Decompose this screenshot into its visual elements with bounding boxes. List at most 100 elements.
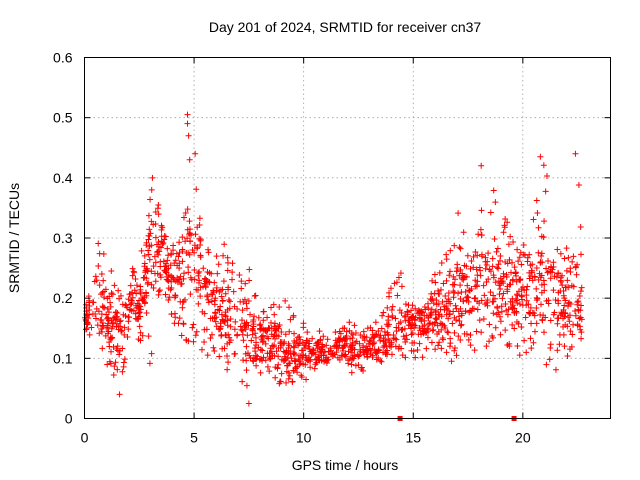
data-point — [551, 309, 558, 316]
data-point — [205, 246, 212, 253]
data-point — [276, 303, 283, 310]
data-point — [539, 316, 546, 323]
data-point — [461, 262, 468, 269]
data-point — [264, 363, 271, 370]
data-point — [557, 277, 564, 284]
data-point — [92, 273, 99, 280]
data-point — [109, 291, 116, 298]
data-point — [253, 362, 260, 369]
data-point — [320, 349, 327, 356]
data-point — [562, 297, 569, 304]
data-point — [465, 336, 472, 343]
data-point — [93, 315, 100, 322]
data-point — [456, 244, 463, 251]
data-point — [556, 331, 563, 338]
data-point — [96, 282, 103, 289]
data-point — [127, 301, 134, 308]
data-point — [290, 367, 297, 374]
data-point — [152, 234, 159, 241]
data-point — [373, 356, 380, 363]
data-point — [527, 310, 534, 317]
data-point — [243, 319, 250, 326]
data-point — [451, 289, 458, 296]
data-point — [298, 347, 305, 354]
data-point — [372, 319, 379, 326]
y-tick-label: 0.2 — [53, 290, 73, 306]
data-point — [287, 360, 294, 367]
data-point — [248, 337, 255, 344]
data-point — [185, 264, 192, 271]
data-point — [107, 303, 114, 310]
data-point — [224, 317, 231, 324]
data-point — [445, 307, 452, 314]
data-point — [431, 271, 438, 278]
data-point — [132, 302, 139, 309]
data-point — [518, 324, 525, 331]
data-point — [500, 290, 507, 297]
data-point — [519, 284, 526, 291]
data-point — [86, 331, 93, 338]
data-point — [358, 364, 365, 371]
data-point — [178, 332, 185, 339]
data-point — [309, 335, 316, 342]
data-point — [491, 295, 498, 302]
data-point — [445, 289, 452, 296]
data-point — [176, 249, 183, 256]
data-point — [497, 331, 504, 338]
data-point — [307, 348, 314, 355]
data-point — [238, 285, 245, 292]
data-point — [99, 345, 106, 352]
data-point — [339, 325, 346, 332]
data-point — [229, 269, 236, 276]
data-point — [554, 347, 561, 354]
data-point — [424, 334, 431, 341]
data-point — [136, 323, 143, 330]
data-point — [437, 286, 444, 293]
data-point — [365, 340, 372, 347]
data-point — [544, 269, 551, 276]
data-point — [213, 253, 220, 260]
data-point — [157, 244, 164, 251]
data-point — [163, 276, 170, 283]
data-point — [497, 257, 504, 264]
data-point — [423, 345, 430, 352]
data-point — [363, 348, 370, 355]
data-point — [416, 315, 423, 322]
data-point — [95, 262, 102, 269]
data-point — [478, 329, 485, 336]
data-point — [557, 287, 564, 294]
data-point — [433, 316, 440, 323]
data-point — [496, 291, 503, 298]
data-point — [547, 341, 554, 348]
data-point — [106, 293, 113, 300]
data-point — [443, 302, 450, 309]
data-point — [428, 339, 435, 346]
data-point — [155, 291, 162, 298]
data-point — [526, 310, 533, 317]
data-point — [318, 352, 325, 359]
data-point — [290, 350, 297, 357]
data-point — [509, 321, 516, 328]
data-point — [531, 274, 538, 281]
data-point — [172, 257, 179, 264]
data-point — [342, 351, 349, 358]
data-point — [315, 354, 322, 361]
data-point — [341, 337, 348, 344]
data-point — [194, 245, 201, 252]
data-point — [527, 262, 534, 269]
data-point — [336, 356, 343, 363]
data-point — [307, 356, 314, 363]
data-point — [489, 255, 496, 262]
data-point — [148, 281, 155, 288]
data-point — [99, 303, 106, 310]
data-point — [114, 310, 121, 317]
data-point — [396, 307, 403, 314]
data-point — [93, 277, 100, 284]
data-point — [574, 261, 581, 268]
data-point — [295, 342, 302, 349]
data-point — [377, 357, 384, 364]
data-point — [473, 283, 480, 290]
data-point — [104, 324, 111, 331]
data-point — [349, 352, 356, 359]
data-point — [99, 319, 106, 326]
